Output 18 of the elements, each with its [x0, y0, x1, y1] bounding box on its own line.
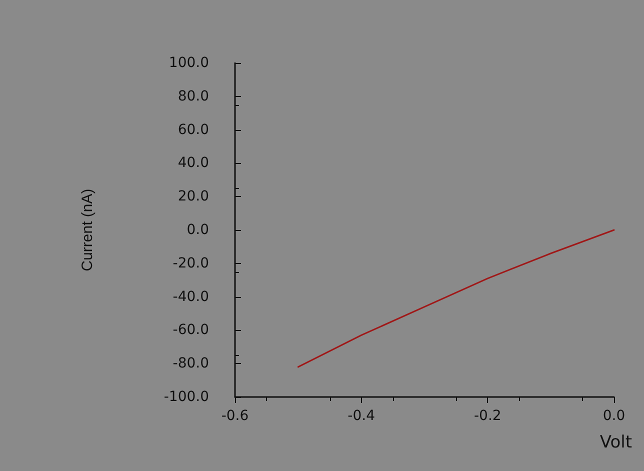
x-tick-label: -0.4	[348, 408, 376, 424]
y-tick-label: 0.0	[186, 222, 209, 238]
y-tick-label: 60.0	[178, 122, 209, 138]
y-tick-label: -60.0	[172, 322, 209, 338]
y-tick-label: 100.0	[168, 55, 209, 71]
y-tick-label: -80.0	[172, 356, 209, 372]
y-tick-label: 80.0	[178, 88, 209, 104]
line-series	[297, 229, 615, 368]
y-tick-label: -40.0	[172, 288, 209, 305]
y-tick-label: -20.0	[172, 255, 209, 272]
y-tick-label: 20.0	[178, 188, 209, 205]
x-axis-title: Volt	[600, 432, 632, 452]
y-tick-label: -100.0	[164, 389, 209, 405]
x-tick-label: -0.6	[221, 408, 249, 424]
y-tick-label: 40.0	[178, 155, 209, 172]
x-tick-label: 0.0	[602, 408, 626, 424]
x-tick-label: -0.2	[474, 408, 502, 424]
y-axis-title: Current (nA)	[79, 188, 96, 272]
